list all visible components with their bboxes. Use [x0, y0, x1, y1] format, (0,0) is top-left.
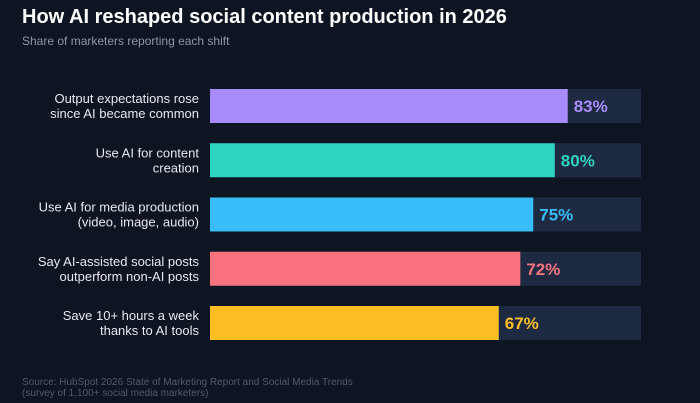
- category-label-line: creation: [153, 160, 199, 175]
- chart-subtitle: Share of marketers reporting each shift: [22, 34, 230, 48]
- source-line-1: Source: HubSpot 2026 State of Marketing …: [22, 377, 353, 388]
- category-label: Output expectations rose since AI became …: [50, 91, 199, 121]
- source-note: Source: HubSpot 2026 State of Marketing …: [22, 377, 442, 399]
- bar: [210, 306, 499, 340]
- category-label-line: outperform non-AI posts: [60, 269, 200, 284]
- category-label: Use AI for media production (video, image…: [39, 200, 199, 230]
- bar: [210, 251, 521, 286]
- category-label: Use AI for content creation: [96, 145, 200, 175]
- category-label-line: Say AI-assisted social posts: [38, 254, 200, 269]
- source-line-2: (survey of 1,100+ social media marketers…: [22, 388, 209, 399]
- chart-title: How AI reshaped social content productio…: [22, 6, 507, 28]
- value-label: 75%: [539, 206, 573, 225]
- category-label-line: Use AI for content: [96, 145, 200, 160]
- category-label-line: Output expectations rose: [54, 91, 199, 106]
- value-label: 83%: [574, 97, 608, 116]
- category-label-line: thanks to AI tools: [100, 323, 200, 338]
- value-label: 80%: [561, 151, 595, 170]
- category-label-line: Use AI for media production: [39, 200, 199, 215]
- value-label: 67%: [505, 314, 539, 333]
- category-label: Save 10+ hours a week thanks to AI tools: [63, 308, 200, 338]
- category-label-line: Save 10+ hours a week: [63, 308, 200, 323]
- category-label-line: (video, image, audio): [78, 215, 199, 230]
- bar: [210, 143, 555, 178]
- bar: [210, 197, 534, 232]
- bar: [210, 89, 568, 123]
- value-label: 72%: [526, 260, 560, 279]
- category-label-line: since AI became common: [50, 106, 199, 121]
- category-label: Say AI-assisted social posts outperform n…: [38, 254, 200, 284]
